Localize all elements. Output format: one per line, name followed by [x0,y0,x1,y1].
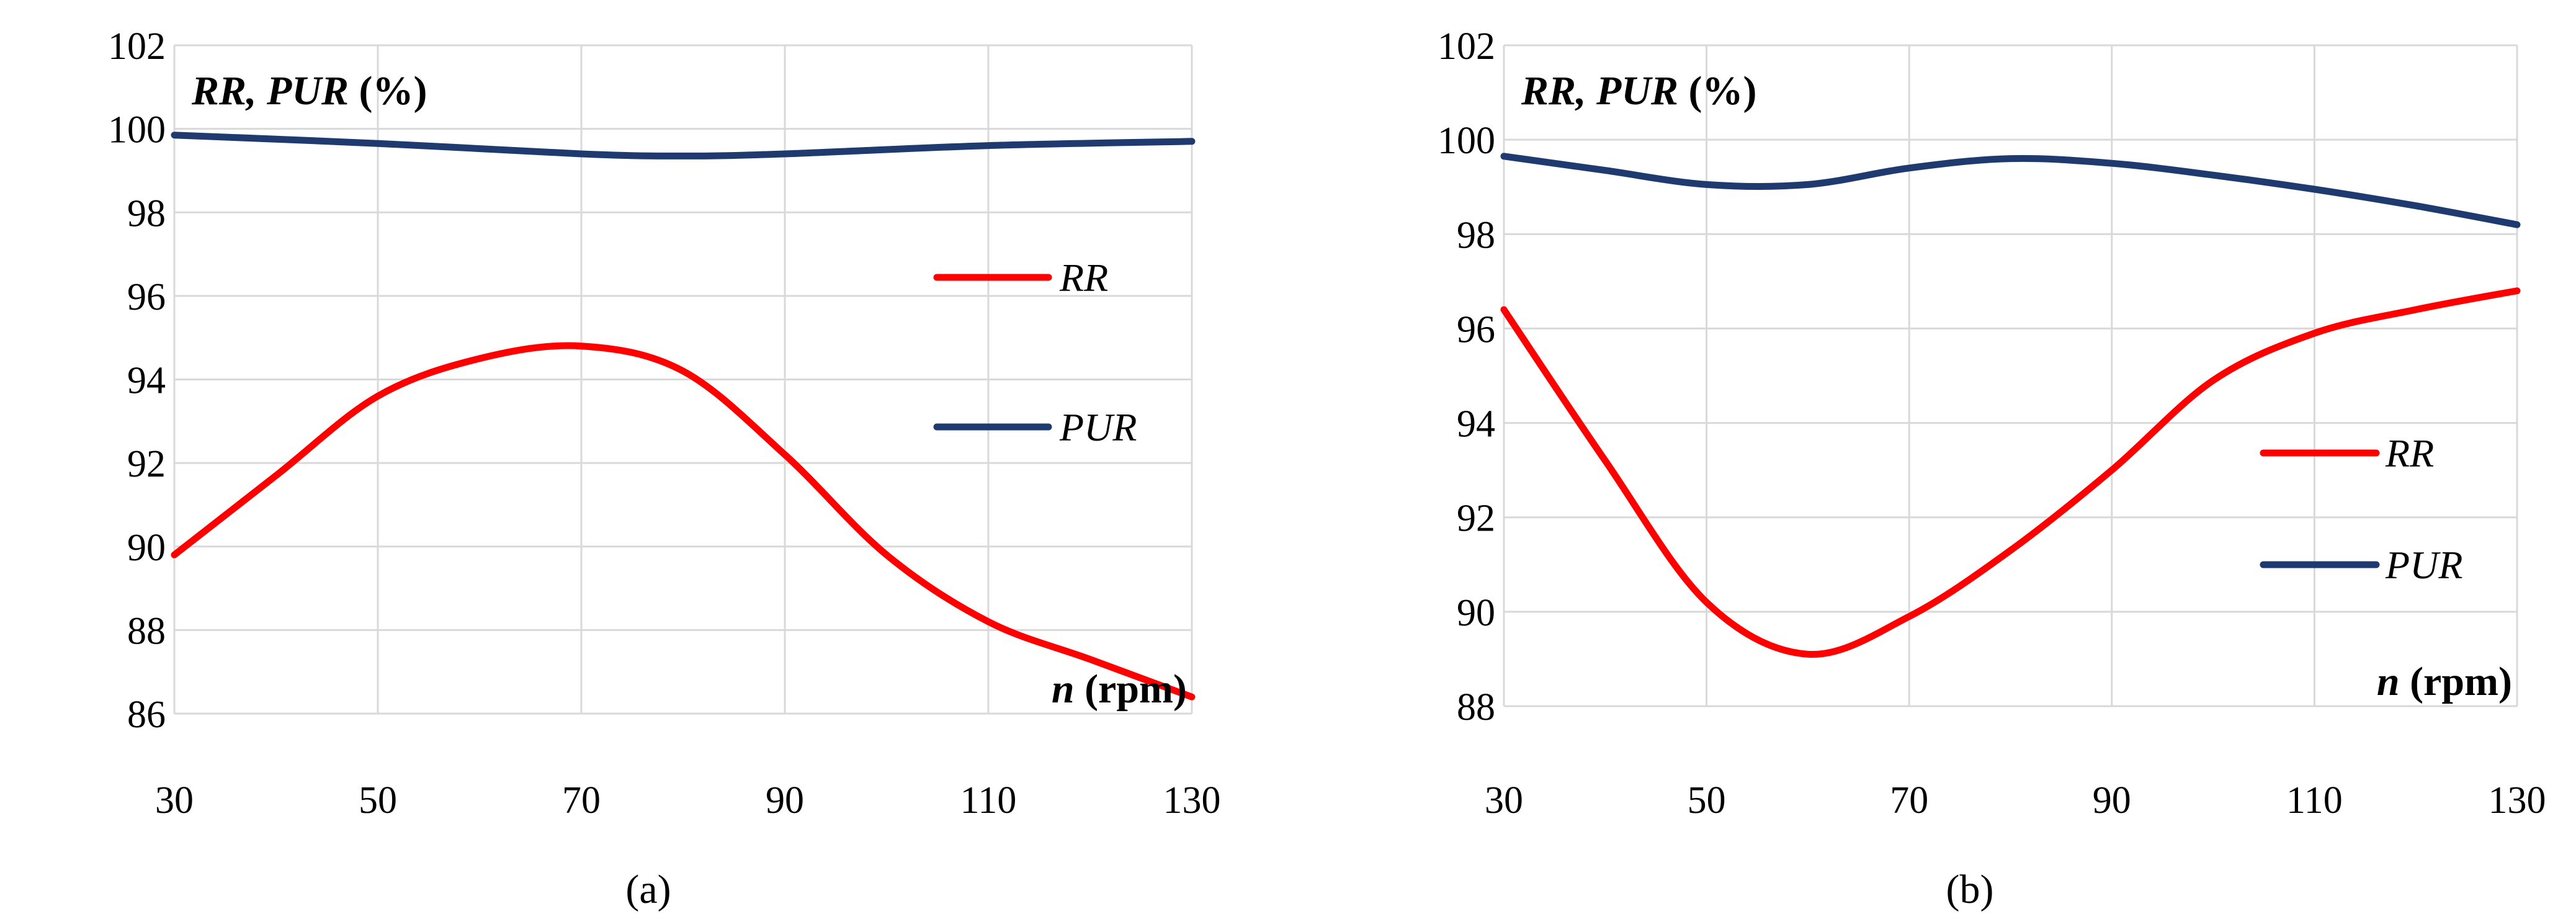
y-tick-label: 98 [127,192,166,235]
chart-title: RR, PUR (%) [191,68,427,114]
legend-label-rr: RR [1059,256,1108,300]
y-tick-label: 98 [1457,214,1495,256]
title-unit: (%) [349,68,427,114]
y-tick-label: 94 [127,360,166,402]
title-pur: PUR [266,68,349,114]
title-rr: RR [1521,68,1576,114]
x-tick-label: 50 [359,779,397,822]
legend-label-pur: PUR [2385,543,2462,587]
y-tick-label: 92 [1457,498,1495,540]
series-line-pur [1500,153,2521,228]
x-tick-label: 130 [1163,779,1221,822]
y-tick-label: 90 [1457,592,1495,634]
y-tick-label: 96 [1457,308,1495,351]
series-line-pur [171,132,1196,159]
title-sep: , [1575,68,1596,114]
x-label-unit: (rpm) [1075,666,1187,712]
title-rr: RR [191,68,246,114]
title-unit: (%) [1678,68,1756,114]
title-pur: PUR [1596,68,1678,114]
x-label-n: n [2377,659,2400,704]
y-tick-label: 102 [1438,25,1495,68]
chart-panel-a: 86 88 90 92 94 96 98 100 102 30 50 70 90 110 130 RR, PU… [108,25,1221,912]
panel-label: (a) [625,867,671,912]
y-tick-label: 96 [127,276,166,318]
y-tick-label: 90 [127,527,166,569]
x-tick-label: 90 [2093,779,2131,822]
x-tick-label: 30 [1485,779,1523,822]
x-tick-label: 130 [2489,779,2546,822]
x-axis-label: n (rpm) [1052,666,1187,712]
legend-label-rr: RR [2385,431,2434,475]
y-tick-label: 92 [127,443,166,485]
x-tick-label: 110 [960,779,1017,822]
series-line-rr [1500,287,2521,658]
x-axis-label: n (rpm) [2377,659,2512,704]
y-tick-label: 100 [1438,120,1495,162]
x-tick-label: 30 [155,779,194,822]
x-tick-label: 90 [766,779,804,822]
legend-label-pur: PUR [1059,405,1137,449]
x-tick-label: 70 [1890,779,1928,822]
title-sep: , [245,68,267,114]
x-tick-label: 70 [562,779,601,822]
panel-label: (b) [1946,867,1994,912]
x-label-n: n [1052,666,1075,712]
y-tick-label: 94 [1457,403,1495,446]
chart-title: RR, PUR (%) [1521,68,1757,114]
x-label-unit: (rpm) [2400,659,2512,704]
x-tick-label: 110 [2286,779,2343,822]
y-tick-label: 86 [127,694,166,736]
y-tick-label: 100 [108,109,166,151]
y-tick-label: 88 [127,610,166,652]
y-tick-label: 102 [108,25,166,68]
y-tick-label: 88 [1457,686,1495,728]
chart-panel-b: 88 90 92 94 96 98 100 102 30 50 70 90 110 130 RR, PUR … [1438,25,2546,912]
x-tick-label: 50 [1688,779,1726,822]
series-line-rr [171,342,1196,701]
